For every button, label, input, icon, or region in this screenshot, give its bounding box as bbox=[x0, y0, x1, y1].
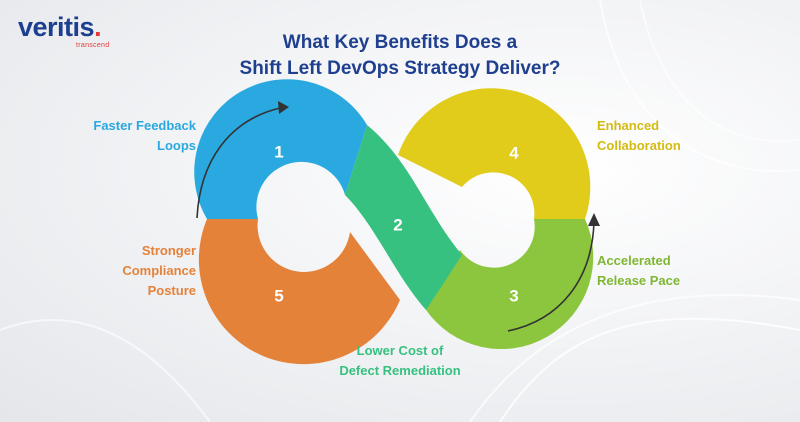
segment-3 bbox=[426, 219, 594, 350]
page-title: What Key Benefits Does a Shift Left DevO… bbox=[150, 30, 650, 82]
logo: veritis. transcend bbox=[18, 12, 109, 49]
segment-number-1: 1 bbox=[274, 142, 283, 161]
label-faster-feedback: Faster Feedback Loops bbox=[93, 118, 196, 153]
title-line-2: Shift Left DevOps Strategy Deliver? bbox=[239, 58, 561, 79]
segment-5 bbox=[198, 219, 400, 365]
logo-tagline: transcend bbox=[76, 42, 110, 49]
segment-number-4: 4 bbox=[509, 143, 519, 162]
segment-1 bbox=[194, 79, 367, 219]
segment-number-3: 3 bbox=[509, 286, 518, 305]
arrow-top-left-icon bbox=[196, 107, 281, 219]
arrow-head-top-icon bbox=[278, 101, 289, 114]
segment-2 bbox=[345, 125, 462, 310]
label-lower-cost: Lower Cost of Defect Remediation bbox=[339, 343, 461, 378]
arrow-head-right-icon bbox=[588, 213, 600, 226]
label-enhanced-collaboration: Enhanced Collaboration bbox=[597, 118, 681, 153]
segment-number-2: 2 bbox=[393, 215, 402, 234]
label-stronger-compliance: Stronger Compliance Posture bbox=[122, 243, 196, 298]
title-line-1: What Key Benefits Does a bbox=[282, 32, 518, 53]
segment-4 bbox=[398, 88, 591, 219]
segment-number-5: 5 bbox=[274, 286, 283, 305]
logo-dot-icon: . bbox=[94, 12, 102, 42]
logo-wordmark: veritis. bbox=[18, 12, 102, 42]
arrow-bottom-right-icon bbox=[507, 221, 595, 332]
label-accelerated-release: Accelerated Release Pace bbox=[597, 253, 681, 288]
